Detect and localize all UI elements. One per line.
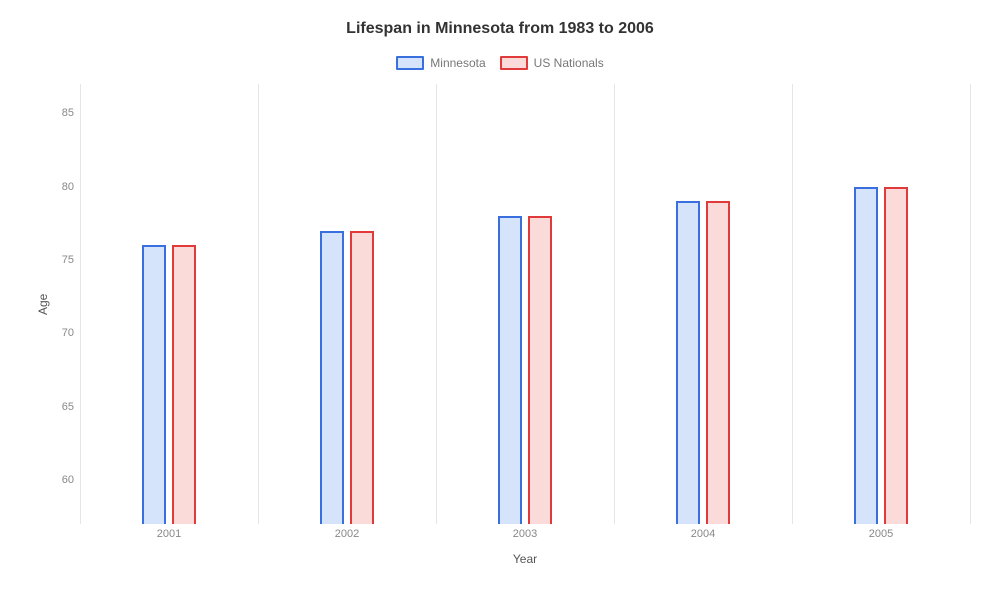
bar	[498, 216, 522, 524]
gridline-vertical	[614, 84, 615, 524]
bar-group	[851, 84, 911, 524]
bar-group	[673, 84, 733, 524]
bar	[320, 231, 344, 524]
y-tick: 70	[62, 327, 74, 339]
plot-area: 20012002200320042005	[80, 84, 970, 524]
x-tick: 2005	[869, 528, 893, 540]
legend-label-us-nationals: US Nationals	[534, 56, 604, 70]
x-tick: 2002	[335, 528, 359, 540]
x-tick: 2001	[157, 528, 181, 540]
bar	[884, 187, 908, 524]
gridline-vertical	[80, 84, 81, 524]
y-tick: 80	[62, 181, 74, 193]
y-axis: 60 65 70 75 80 85	[50, 84, 80, 524]
bars-area	[80, 84, 970, 524]
bar	[706, 201, 730, 524]
gridline-vertical	[792, 84, 793, 524]
y-tick: 60	[62, 474, 74, 486]
legend-item-minnesota: Minnesota	[396, 56, 485, 70]
legend-swatch-minnesota	[396, 56, 424, 70]
chart-title: Lifespan in Minnesota from 1983 to 2006	[30, 20, 970, 38]
y-tick: 85	[62, 107, 74, 119]
plot-wrapper: Age 60 65 70 75 80 85 20012002200320042005	[30, 84, 970, 524]
x-tick: 2003	[513, 528, 537, 540]
bar	[142, 245, 166, 524]
bar	[528, 216, 552, 524]
bar	[172, 245, 196, 524]
legend-label-minnesota: Minnesota	[430, 56, 485, 70]
gridline-vertical	[258, 84, 259, 524]
gridline-vertical	[436, 84, 437, 524]
y-tick: 75	[62, 254, 74, 266]
bar	[350, 231, 374, 524]
bar-group	[317, 84, 377, 524]
bar-group	[139, 84, 199, 524]
x-tick: 2004	[691, 528, 715, 540]
y-axis-label: Age	[30, 84, 50, 524]
bar-group	[495, 84, 555, 524]
legend: Minnesota US Nationals	[30, 56, 970, 70]
legend-item-us-nationals: US Nationals	[500, 56, 604, 70]
bar	[676, 201, 700, 524]
chart-container: Lifespan in Minnesota from 1983 to 2006 …	[0, 0, 1000, 600]
gridline-vertical	[970, 84, 971, 524]
legend-swatch-us-nationals	[500, 56, 528, 70]
x-axis-label: Year	[80, 552, 970, 566]
y-tick: 65	[62, 401, 74, 413]
x-axis: 2001 2002 2003 2004 2005	[80, 524, 970, 544]
bar	[854, 187, 878, 524]
